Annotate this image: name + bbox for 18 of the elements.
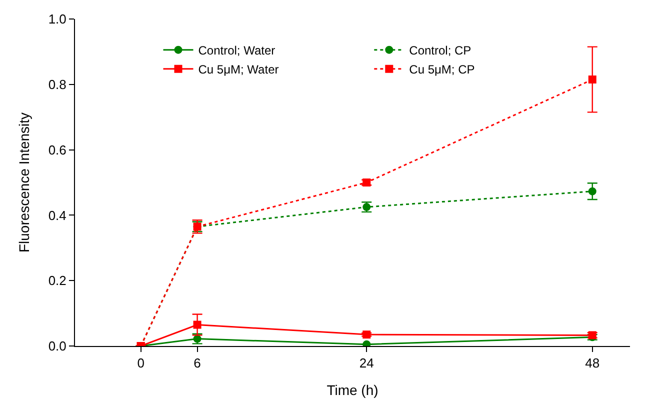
y-tick-label: 1.0 — [48, 12, 66, 27]
y-axis-title: Fluorescence Intensity — [16, 112, 32, 253]
y-tick-label: 0.2 — [48, 273, 66, 288]
legend-label: Control; CP — [409, 44, 472, 58]
legend-label: Cu 5μM; Water — [198, 62, 279, 77]
point — [588, 76, 596, 84]
point — [193, 320, 202, 329]
x-tick-label: 24 — [359, 356, 374, 371]
y-tick-label: 0.8 — [48, 76, 66, 92]
x-tick-label: 48 — [585, 356, 600, 371]
x-tick-label: 0 — [137, 356, 144, 371]
x-tick-label: 6 — [194, 356, 201, 371]
y-tick-label: 0.4 — [48, 208, 66, 223]
y-tick-label: 0.6 — [48, 142, 66, 158]
legend-label: Control; Water — [198, 44, 276, 58]
legend-label: Cu 5μM; CP — [409, 62, 475, 77]
x-axis-title: Time (h) — [326, 382, 378, 398]
y-tick-label: 0.0 — [48, 338, 66, 354]
